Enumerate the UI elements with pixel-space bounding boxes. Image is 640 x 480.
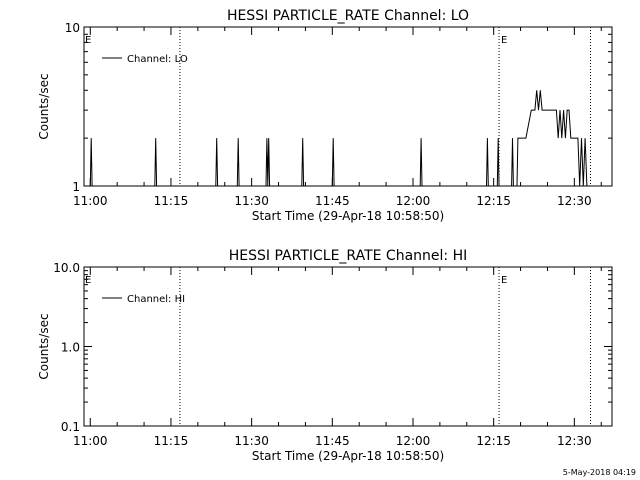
x-tick-label: 11:00 [73,434,108,448]
x-tick-label: 11:15 [154,194,189,208]
plot-frame [83,26,613,187]
y-tick-label: 1 [72,180,80,194]
y-axis-label: Counts/sec [37,73,51,139]
plot-frame [83,266,613,427]
x-tick-label: 12:00 [396,194,431,208]
x-tick-label: 12:30 [557,434,592,448]
x-tick-label: 12:30 [557,194,592,208]
x-axis-label: Start Time (29-Apr-18 10:58:50) [252,209,444,223]
x-tick-label: 12:15 [476,194,511,208]
y-tick-label: 10.0 [53,261,80,275]
x-tick-label: 11:15 [154,434,189,448]
x-tick-label: 12:15 [476,434,511,448]
x-tick-label: 12:00 [396,434,431,448]
x-tick-label: 11:30 [234,194,269,208]
edge-marker-label: E [85,275,91,286]
x-tick-label: 11:45 [315,194,350,208]
y-tick-label: 0.1 [61,420,80,434]
x-tick-label: 11:00 [73,194,108,208]
channel-lo-panel: HESSI PARTICLE_RATE Channel: LO 1 10 11:00 1… [37,8,613,223]
edge-marker-label: E [85,35,91,46]
event-marker-label: E [501,275,507,286]
chart-title: HESSI PARTICLE_RATE Channel: LO [227,8,469,24]
footer-timestamp: 5-May-2018 04:19 [563,468,636,477]
legend-label: Channel: LO [127,54,188,65]
x-tick-label: 11:30 [234,434,269,448]
legend-label: Channel: HI [127,294,185,305]
y-tick-label: 10 [65,21,80,35]
channel-hi-panel: HESSI PARTICLE_RATE Channel: HI 0.1 1.0 10.… [37,248,613,463]
event-marker-label: E [501,35,507,46]
y-axis-label: Counts/sec [37,313,51,379]
chart-title: HESSI PARTICLE_RATE Channel: HI [229,248,467,264]
x-tick-label: 11:45 [315,434,350,448]
y-tick-label: 1.0 [61,341,80,355]
x-axis-label: Start Time (29-Apr-18 10:58:50) [252,449,444,463]
series-line [89,90,588,187]
